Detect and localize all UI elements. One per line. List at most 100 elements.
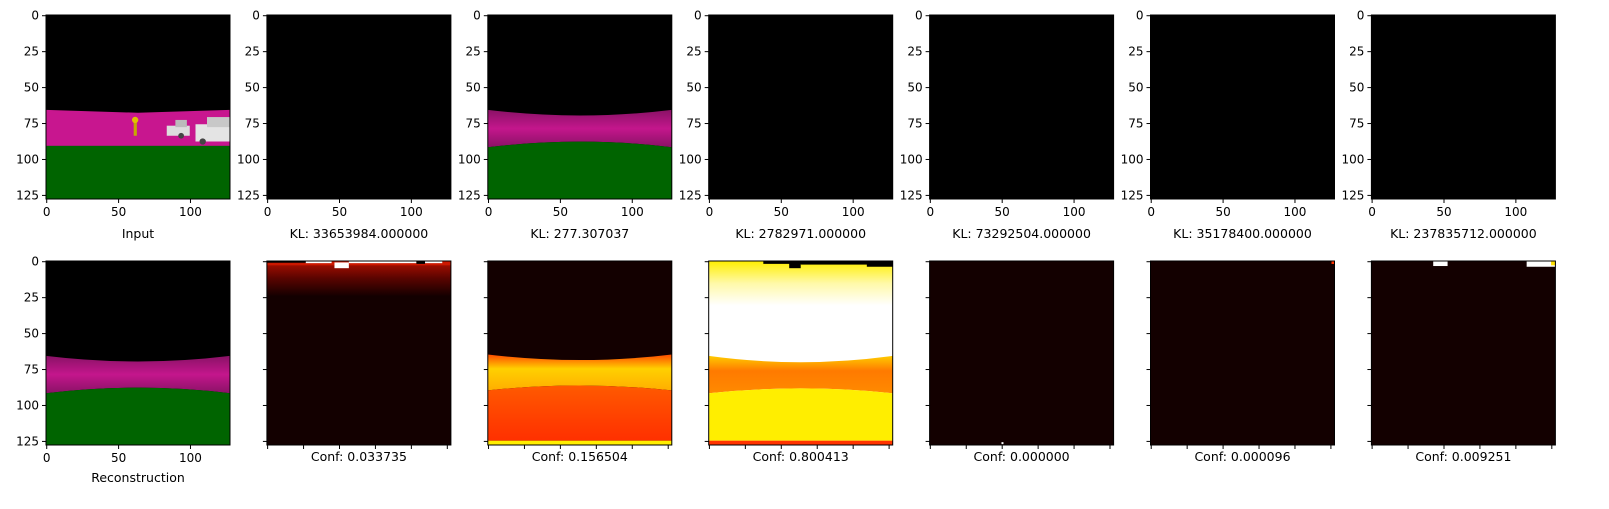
x-tick-label: 100 [1284,205,1307,219]
y-tick-label: 25 [1128,45,1143,59]
artifact-speck [1433,261,1448,267]
x-tick-label: 100 [1504,205,1527,219]
artifact-speck [1331,261,1335,264]
axes-frame [266,260,452,446]
x-tick-label: 0 [264,205,272,219]
black-image [708,15,893,199]
y-tick-label: 25 [1349,45,1364,59]
black-image [1150,15,1335,199]
panel-top-3: 0 25 50 75 100 125 0 50 100 KL: 2782971.000000 [679,9,894,241]
x-tick-label: 50 [111,451,126,465]
y-tick-label: 75 [466,117,481,131]
panel-bottom-0: 0 25 50 75 100 125 0 50 100 Reconstruction [16,255,231,485]
axes-frame [487,260,673,446]
artifact-speck [334,262,349,269]
y-tick-label: 50 [466,81,481,95]
x-tick-label: 100 [179,451,202,465]
road-region [46,109,230,148]
y-tick-label: 50 [24,327,39,341]
y-tick-label: 125 [458,188,481,202]
panel-bottom-2: Conf: 0.156504 [483,260,673,464]
y-tick-label: 125 [1121,188,1144,202]
x-tick-label: 50 [995,205,1010,219]
heat-grass-band [487,385,672,441]
y-tick-label: 0 [31,9,39,23]
axes-frame [708,14,894,200]
y-tick-label: 0 [1357,9,1365,23]
x-tick-label: 50 [1436,205,1451,219]
y-tick-label: 125 [679,188,702,202]
y-tick-label: 75 [1349,117,1364,131]
y-tick-label: 50 [1349,81,1364,95]
y-tick-label: 50 [686,81,701,95]
artifact-speck [800,261,873,265]
y-tick-label: 125 [16,188,39,202]
axes-frame [45,14,231,200]
panel-bottom-4: Conf: 0.000000 [925,260,1115,464]
x-tick-label: 100 [1063,205,1086,219]
panel-caption: Conf: 0.033735 [311,449,407,464]
heat-background [929,261,1114,445]
grass-blur [46,387,230,445]
y-tick-label: 25 [466,45,481,59]
grass-blur [487,141,672,199]
y-tick-label: 0 [252,9,260,23]
y-tick-label: 100 [1121,152,1144,166]
panel-caption: Conf: 0.000000 [974,449,1070,464]
wheel [199,138,206,145]
panel-top-2: 0 25 50 75 100 125 0 50 100 KL: 277.307037 [458,9,673,241]
panel-caption: KL: 2782971.000000 [735,226,866,241]
vehicle-right [195,124,230,142]
vehicle-left-cab [175,119,187,128]
y-tick-label: 100 [237,152,260,166]
road-blur [46,355,230,394]
panel-caption: Conf: 0.009251 [1415,449,1511,464]
y-tick-label: 50 [907,81,922,95]
x-tick-label: 0 [926,205,934,219]
panel-bottom-3: Conf: 0.800413 [704,260,894,464]
panel-caption: Conf: 0.000096 [1194,449,1290,464]
panel-caption: KL: 33653984.000000 [290,226,429,241]
x-tick-label: 50 [553,205,568,219]
x-tick-label: 0 [1147,205,1155,219]
x-tick-label: 100 [621,205,644,219]
x-tick-label: 50 [332,205,347,219]
vehicle-right-cab [207,117,230,128]
heat-grass-band [708,388,893,441]
y-tick-label: 125 [900,188,923,202]
y-tick-label: 75 [907,117,922,131]
x-tick-label: 0 [706,205,714,219]
y-tick-label: 75 [24,117,39,131]
x-tick-label: 0 [43,205,51,219]
x-tick-label: 0 [485,205,493,219]
axes-frame [1150,14,1335,200]
y-tick-label: 25 [907,45,922,59]
black-image [266,15,451,199]
y-tick-label: 50 [1128,81,1143,95]
panel-bottom-5: Conf: 0.000096 [1146,260,1335,464]
panel-caption: KL: 73292504.000000 [952,226,1091,241]
panel-caption: KL: 277.307037 [530,226,629,241]
heat-background [1150,261,1335,445]
artifact-speck [1001,442,1004,445]
heat-top-band [266,261,451,296]
y-tick-label: 75 [24,363,39,377]
axes-frame [1150,260,1335,446]
y-tick-label: 0 [31,255,39,269]
x-tick-label: 50 [1215,205,1230,219]
artifact-speck [266,261,306,263]
panel-caption: KL: 35178400.000000 [1173,226,1312,241]
panel-top-1: 0 25 50 75 100 125 0 50 100 KL: 33653984.000000 [237,9,452,241]
panel-caption: Reconstruction [91,470,185,485]
sign-post [133,121,137,136]
y-tick-label: 125 [16,434,39,448]
x-tick-label: 100 [842,205,865,219]
x-tick-label: 0 [43,451,51,465]
axes-frame [266,14,452,200]
y-tick-label: 0 [915,9,923,23]
axes-frame [929,260,1115,446]
grass-region [46,145,230,199]
artifact-speck [1526,261,1556,267]
